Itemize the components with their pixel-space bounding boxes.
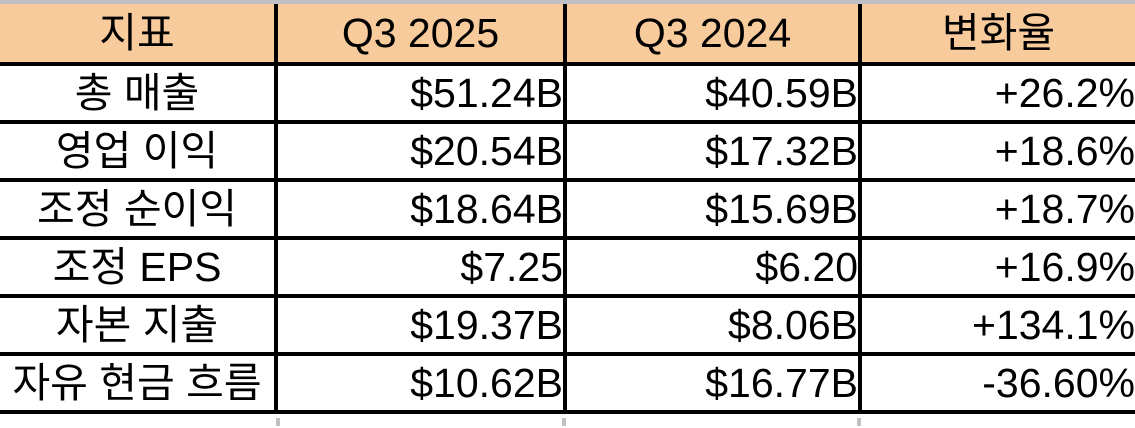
change-cell: +18.6% [858,120,1135,182]
table-row: 총 매출 $51.24B $40.59B +26.2% [0,62,1135,124]
metric-cell: 영업 이익 [0,120,278,182]
column-divider [857,418,861,426]
q3-2024-cell: $17.32B [563,120,862,182]
table-row: 조정 순이익 $18.64B $15.69B +18.7% [0,178,1135,240]
metric-cell: 총 매출 [0,62,278,124]
q3-2025-cell: $19.37B [274,294,567,356]
change-cell: +134.1% [858,294,1135,356]
q3-2025-cell: $18.64B [274,178,567,240]
header-cell-metric: 지표 [0,4,278,66]
q3-2025-cell: $51.24B [274,62,567,124]
q3-2024-cell: $8.06B [563,294,862,356]
change-cell: -36.60% [858,352,1135,414]
metric-cell: 자유 현금 흐름 [0,352,278,414]
top-edge-strip [0,0,1135,4]
header-cell-change: 변화율 [858,4,1135,66]
q3-2024-cell: $16.77B [563,352,862,414]
metric-cell: 조정 순이익 [0,178,278,240]
q3-2025-cell: $20.54B [274,120,567,182]
q3-2024-cell: $6.20 [563,236,862,298]
header-cell-q3-2025: Q3 2025 [274,4,567,66]
table-row: 조정 EPS $7.25 $6.20 +16.9% [0,236,1135,298]
change-cell: +18.7% [858,178,1135,240]
change-cell: +16.9% [858,236,1135,298]
header-row: 지표 Q3 2025 Q3 2024 변화율 [0,4,1135,66]
quarterly-results-table: 지표 Q3 2025 Q3 2024 변화율 총 매출 $51.24B $40.… [0,4,1135,414]
metric-cell: 조정 EPS [0,236,278,298]
change-cell: +26.2% [858,62,1135,124]
q3-2025-cell: $10.62B [274,352,567,414]
table-row: 자유 현금 흐름 $10.62B $16.77B -36.60% [0,352,1135,414]
metric-cell: 자본 지출 [0,294,278,356]
table-row: 영업 이익 $20.54B $17.32B +18.6% [0,120,1135,182]
q3-2024-cell: $15.69B [563,178,862,240]
cropped-next-row-sliver [0,418,1135,428]
q3-2024-cell: $40.59B [563,62,862,124]
column-divider [562,418,566,426]
q3-2025-cell: $7.25 [274,236,567,298]
header-cell-q3-2024: Q3 2024 [563,4,862,66]
table-row: 자본 지출 $19.37B $8.06B +134.1% [0,294,1135,356]
column-divider [276,418,280,426]
